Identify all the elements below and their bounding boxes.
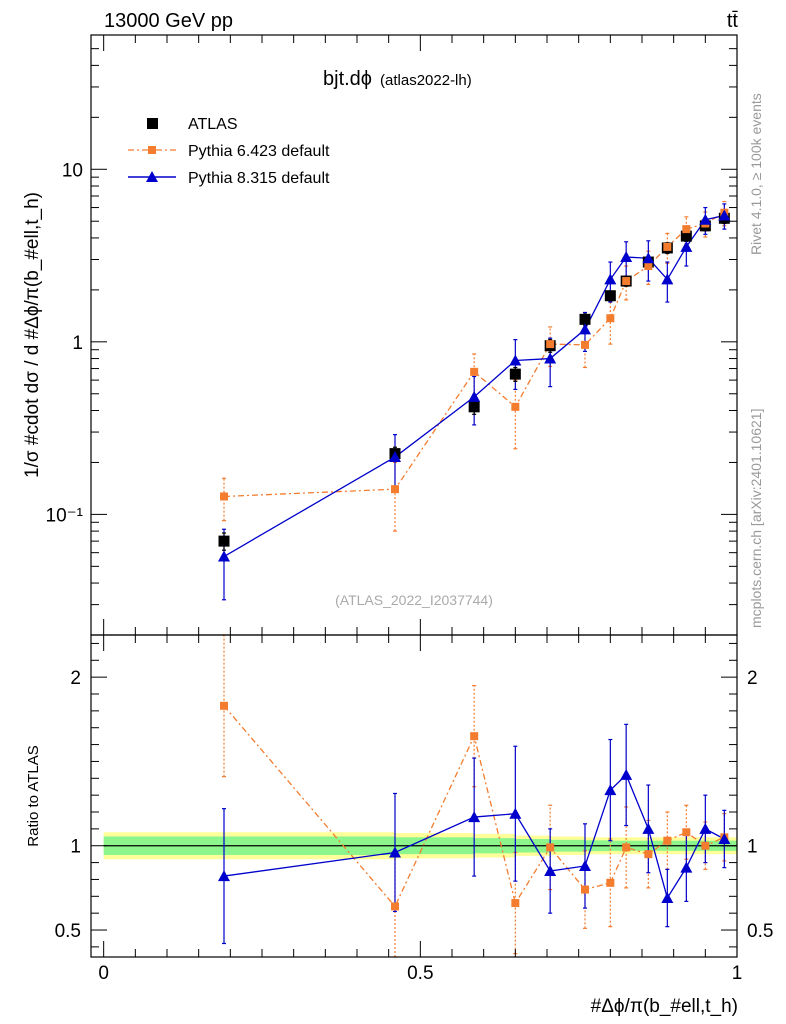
- pythia6-point: [606, 314, 615, 323]
- ratio-pythia8-point: [661, 891, 674, 903]
- header-right: tt̄: [727, 10, 739, 32]
- xlabel: #Δϕ/π(b_#ell,t_h): [591, 996, 738, 1017]
- ratio-pythia6-point: [581, 885, 589, 894]
- ratio-pythia8-point: [544, 865, 557, 877]
- ratio-pythia6-point: [644, 850, 653, 859]
- ratio-pythia6-point: [220, 701, 228, 710]
- mcplots-label: mcplots.cern.ch [arXiv:2401.10621]: [748, 409, 764, 628]
- legend-marker-atlas: [147, 118, 158, 129]
- ratio-pythia8-point: [579, 859, 591, 871]
- ratio-ylabel: Ratio to ATLAS: [25, 745, 42, 846]
- pythia8-point: [642, 252, 655, 264]
- pythia8-point: [389, 451, 401, 463]
- ratio-frame: [90, 634, 738, 958]
- rivet-label: Rivet 4.1.0, ≥ 100k events: [748, 93, 764, 255]
- pythia6-point: [511, 402, 520, 411]
- atlas-point: [604, 290, 616, 302]
- main-ytick-label: 10: [62, 160, 83, 181]
- pythia8-point: [680, 240, 693, 252]
- title-subtitle: (atlas2022-lh): [380, 72, 472, 89]
- legend-label-pythia6: Pythia 6.423 default: [188, 143, 330, 160]
- ratio-pythia6-point: [663, 836, 672, 845]
- xtick-label: 0.5: [407, 963, 433, 984]
- pythia8-point: [544, 352, 557, 364]
- ratio-pythia6-point: [606, 878, 615, 887]
- xtick-label: 0: [98, 963, 109, 984]
- legend-marker-pythia6: [148, 146, 156, 154]
- pythia6-point: [220, 492, 228, 501]
- pythia6-point: [581, 340, 589, 349]
- ratio-pythia6-point: [622, 843, 631, 852]
- pythia6-point: [470, 367, 479, 376]
- ratio-pythia6-point: [701, 841, 710, 850]
- ratio-ytick-label-left: 1: [70, 837, 81, 858]
- atlas-point: [218, 535, 230, 547]
- atlas-point: [579, 313, 591, 325]
- main-ytick-label: 10⁻¹: [46, 505, 84, 526]
- xtick-label: 1: [732, 963, 743, 984]
- atlas-point: [680, 230, 692, 242]
- pythia8-point: [509, 354, 522, 366]
- legend-item-pythia8: Pythia 8.315 default: [128, 170, 330, 187]
- pythia8-point: [218, 550, 230, 562]
- ratio-pythia8-point: [680, 861, 693, 873]
- legend-label-atlas: ATLAS: [188, 116, 238, 133]
- pythia6-point: [682, 225, 691, 234]
- watermark: (ATLAS_2022_I2037744): [335, 592, 493, 608]
- atlas-point: [468, 401, 480, 413]
- main-ylabel: 1/σ #cdot dσ / d #Δϕ/π(b_#ell,t_h): [22, 192, 43, 478]
- ratio-ytick-label-right: 1: [747, 837, 758, 858]
- ratio-pythia6-point: [391, 902, 399, 911]
- pythia6-point: [663, 242, 672, 251]
- pythia8-point: [661, 273, 674, 285]
- pythia8-point: [699, 213, 712, 225]
- main-ytick-label: 1: [72, 333, 83, 354]
- header-left: 13000 GeV pp: [104, 10, 233, 32]
- ratio-pythia8-point: [620, 768, 633, 780]
- ratio-pythia8-point: [699, 822, 712, 834]
- atlas-point: [509, 368, 521, 380]
- legend-marker-pythia8: [146, 171, 158, 182]
- pythia6-point: [644, 262, 653, 271]
- pythia8-point: [620, 251, 633, 263]
- legend: ATLAS Pythia 6.423 default Pythia 8.315 …: [128, 116, 330, 187]
- title-text: bjt.dϕ: [323, 68, 372, 90]
- ratio-pythia8-point: [604, 784, 617, 796]
- pythia8-point: [718, 209, 731, 221]
- pythia6-point: [546, 340, 555, 349]
- ratio-pythia8-point: [642, 822, 655, 834]
- ratio-pythia8-point: [718, 832, 731, 844]
- ratio-ytick-label-left: 2: [70, 668, 81, 689]
- legend-item-atlas: ATLAS: [147, 116, 238, 133]
- ratio-pythia8-point: [509, 807, 522, 819]
- ratio-pythia8-point: [389, 846, 401, 858]
- ratio-pythia6-point: [470, 732, 479, 741]
- pythia8-point: [468, 390, 481, 402]
- legend-item-pythia6: Pythia 6.423 default: [128, 143, 330, 160]
- ratio-ytick-label-right: 2: [747, 668, 758, 689]
- ratio-ytick-label-left: 0.5: [55, 921, 81, 942]
- main-panel: 10⁻¹ 1 10 bjt.dϕ (atlas2022-lh) (ATLAS_2022…: [22, 34, 738, 636]
- chart-title: bjt.dϕ (atlas2022-lh): [323, 68, 472, 90]
- pythia6-point: [622, 277, 631, 286]
- ratio-pythia8-point: [218, 870, 230, 882]
- ratio-pythia6-point: [546, 843, 555, 852]
- ratio-pythia6-point: [511, 899, 520, 908]
- ratio-pythia8-point: [468, 811, 481, 823]
- ratio-panel: 0.5 0.51 12 20 0.5 1 Ratio to ATLAS #Δϕ/π(b_#…: [25, 634, 773, 1017]
- ratio-ytick-label-right: 0.5: [747, 921, 773, 942]
- legend-label-pythia8: Pythia 8.315 default: [188, 170, 330, 187]
- pythia6-point: [391, 485, 399, 494]
- pythia8-point: [604, 273, 617, 285]
- pythia8-point: [579, 323, 591, 335]
- ratio-pythia6-point: [682, 828, 691, 837]
